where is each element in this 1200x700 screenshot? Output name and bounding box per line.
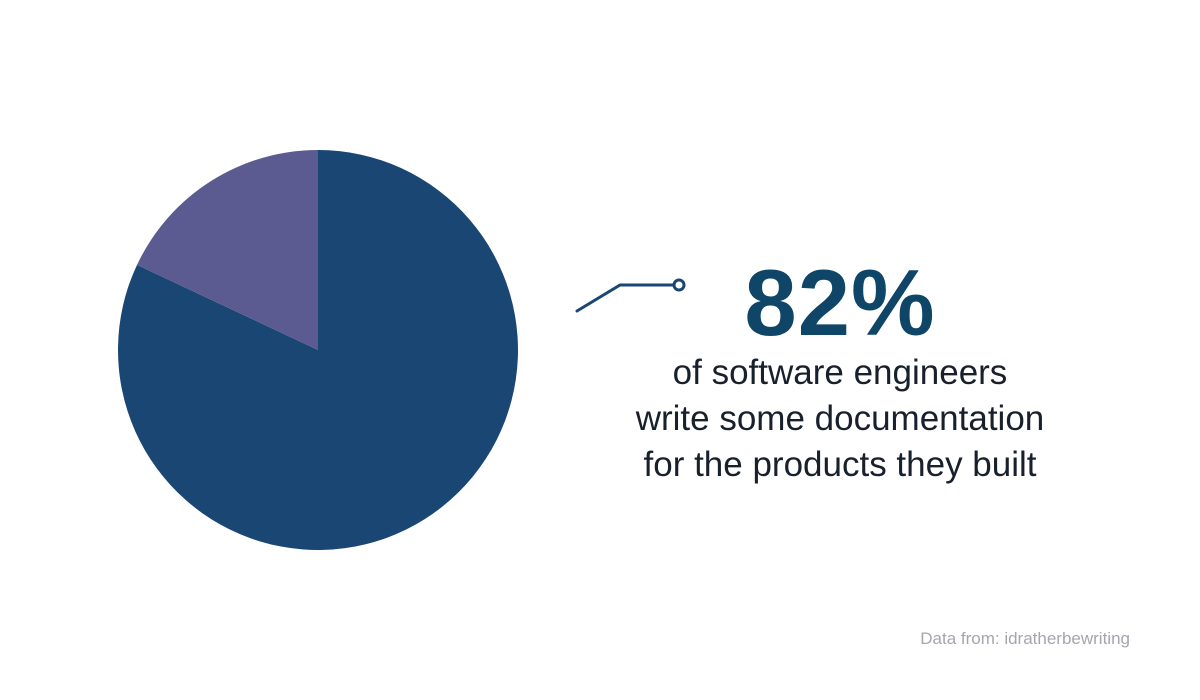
- stat-value: 82%: [744, 250, 936, 355]
- caption-line: write some documentation: [635, 399, 1045, 438]
- caption-line: of software engineers: [672, 353, 1008, 392]
- callout-leader-line: [575, 278, 686, 313]
- leader-line: [575, 283, 679, 313]
- pie-slice-majority: [117, 150, 518, 551]
- pie-slices: [117, 149, 518, 551]
- pie-slice-remainder: [137, 149, 318, 350]
- stat-caption: of software engineers write some documen…: [590, 350, 1090, 488]
- data-source-note: Data from: idratherbewriting: [920, 629, 1130, 648]
- caption-line: for the products they built: [643, 445, 1037, 484]
- leader-dot-icon: [672, 278, 686, 292]
